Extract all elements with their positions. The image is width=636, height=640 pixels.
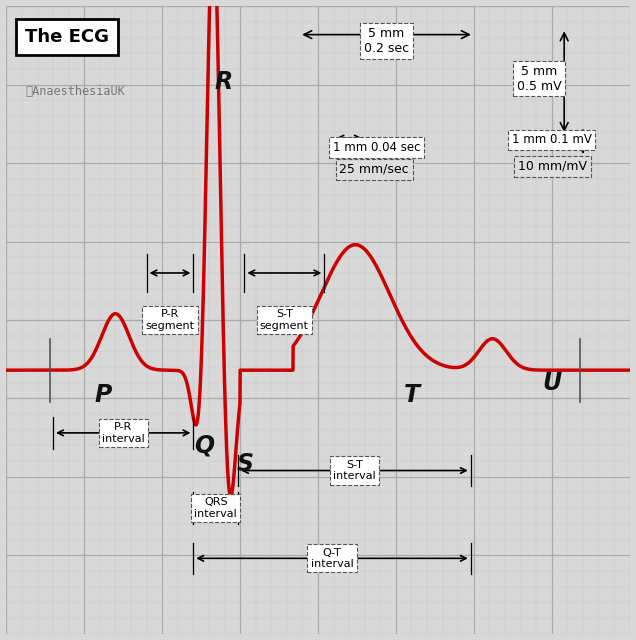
Text: Q-T
interval: Q-T interval xyxy=(310,548,354,569)
Text: ⮡AnaesthesiaUK: ⮡AnaesthesiaUK xyxy=(25,84,125,98)
Text: QRS
interval: QRS interval xyxy=(195,497,237,519)
Text: The ECG: The ECG xyxy=(25,28,109,46)
Text: T: T xyxy=(403,383,420,407)
Text: 10 mm/mV: 10 mm/mV xyxy=(518,160,587,173)
Text: 25 mm/sec: 25 mm/sec xyxy=(339,163,409,176)
Text: 5 mm
0.2 sec: 5 mm 0.2 sec xyxy=(364,27,409,55)
Text: S-T
interval: S-T interval xyxy=(333,460,376,481)
Text: P-R
interval: P-R interval xyxy=(102,422,144,444)
Text: R: R xyxy=(214,70,232,93)
Text: 1 mm 0.1 mV: 1 mm 0.1 mV xyxy=(512,134,591,147)
Text: P: P xyxy=(94,383,112,407)
Text: S-T
segment: S-T segment xyxy=(260,309,309,331)
Text: S: S xyxy=(237,452,254,476)
Text: 1 mm 0.04 sec: 1 mm 0.04 sec xyxy=(333,141,420,154)
Text: P-R
segment: P-R segment xyxy=(146,309,195,331)
Text: Q: Q xyxy=(195,433,214,458)
Text: 5 mm
0.5 mV: 5 mm 0.5 mV xyxy=(517,65,562,93)
Text: U: U xyxy=(542,371,562,395)
